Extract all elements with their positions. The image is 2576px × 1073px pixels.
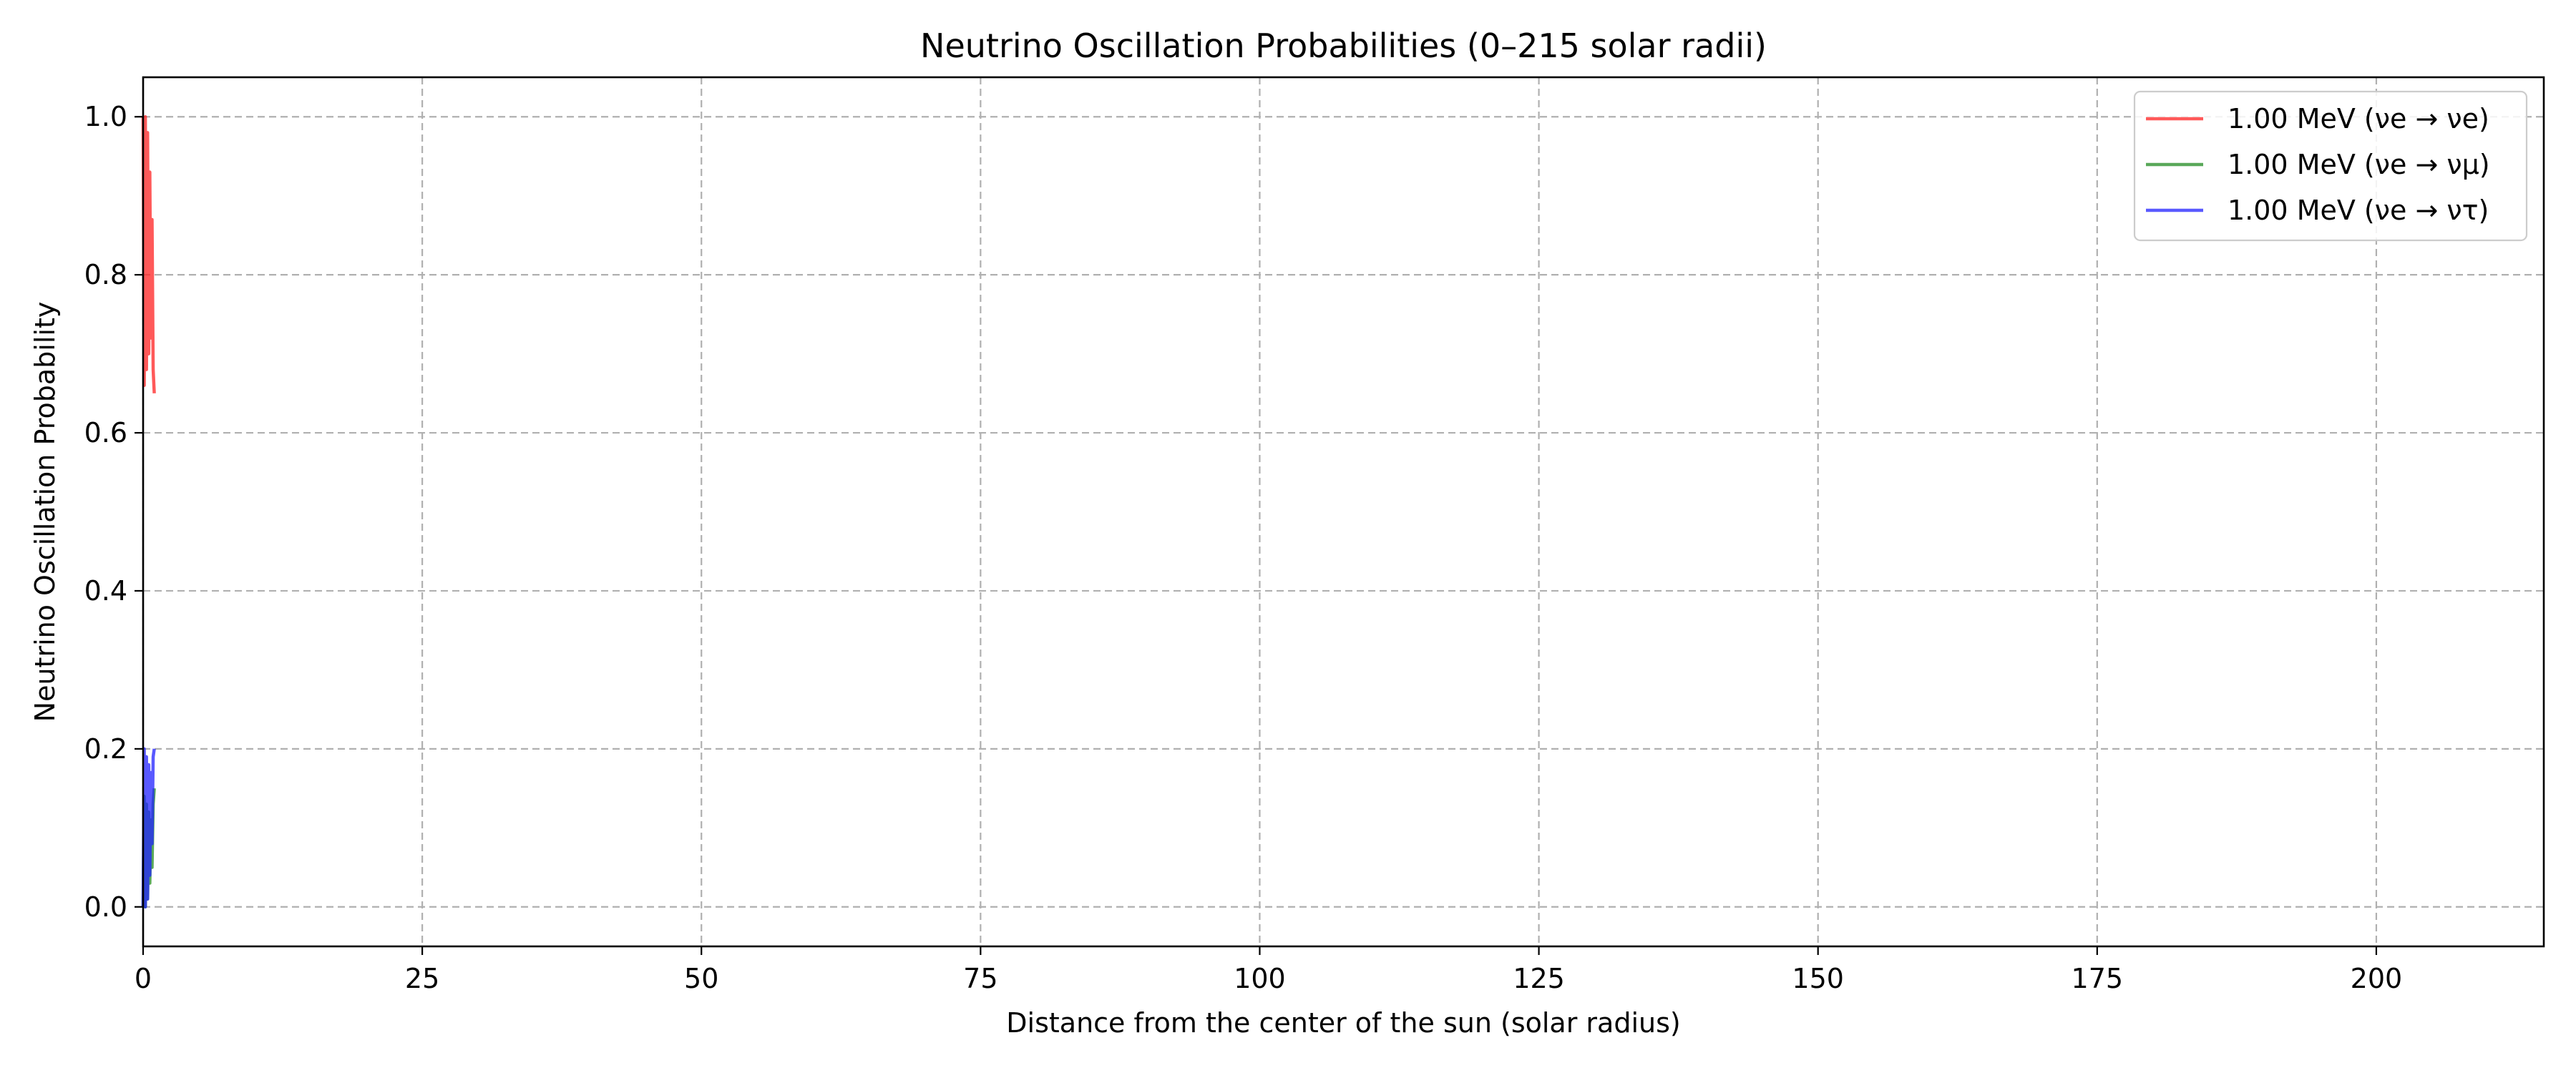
x-axis-ticks: 0 25 50 75 100 125 150 175 200 — [135, 946, 2402, 994]
y-tick-label: 0.2 — [84, 733, 127, 765]
legend-label-3: 1.00 MeV (νe → ντ) — [2228, 195, 2489, 226]
y-axis-label: Neutrino Oscillation Probability — [29, 302, 61, 722]
x-tick-label: 200 — [2351, 963, 2403, 994]
series-line-3 — [141, 747, 156, 909]
plot-frame — [142, 76, 2545, 948]
y-tick-label: 0.4 — [84, 575, 127, 607]
y-tick-label: 0.6 — [84, 417, 127, 449]
legend-label-2: 1.00 MeV (νe → νμ) — [2228, 149, 2490, 180]
legend-box — [2133, 90, 2528, 242]
x-axis-label: Distance from the center of the sun (sol… — [1006, 1007, 1680, 1039]
x-tick-label: 50 — [684, 963, 718, 994]
series-line-1 — [141, 114, 156, 393]
series-layer — [141, 114, 156, 909]
legend: 1.00 MeV (νe → νe) 1.00 MeV (νe → νμ) 1.00… — [2133, 90, 2528, 242]
x-tick-label: 175 — [2072, 963, 2124, 994]
y-tick-label: 1.0 — [84, 101, 127, 132]
x-tick-label: 150 — [1792, 963, 1844, 994]
legend-label-1: 1.00 MeV (νe → νe) — [2228, 103, 2489, 134]
x-tick-label: 75 — [963, 963, 997, 994]
chart-title: Neutrino Oscillation Probabilities (0–21… — [920, 26, 1767, 65]
x-tick-label: 100 — [1234, 963, 1286, 994]
x-tick-label: 0 — [135, 963, 152, 994]
x-tick-label: 125 — [1513, 963, 1565, 994]
x-tick-label: 25 — [405, 963, 439, 994]
y-tick-label: 0.8 — [84, 259, 127, 290]
y-tick-label: 0.0 — [84, 891, 127, 923]
y-axis-ticks: 0.0 0.2 0.4 0.6 0.8 1.0 — [84, 101, 143, 923]
